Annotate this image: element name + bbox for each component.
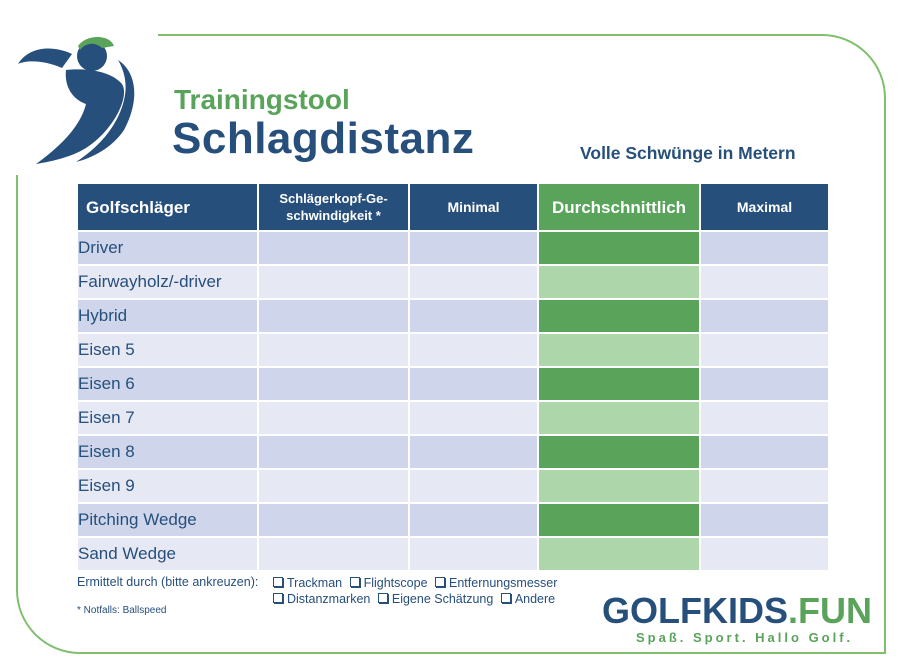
speed-cell[interactable]	[257, 468, 410, 504]
club-name: Hybrid	[76, 298, 259, 334]
club-name: Eisen 9	[76, 468, 259, 504]
option-distanzmarken[interactable]: Distanzmarken	[273, 592, 370, 606]
column-header-durchschnittlich: Durchschnittlich	[537, 182, 701, 232]
header-row: Golfschläger Schlägerkopf-Ge-schwindigke…	[76, 182, 830, 232]
distance-table: Golfschläger Schlägerkopf-Ge-schwindigke…	[76, 182, 830, 572]
speed-cell[interactable]	[257, 434, 410, 470]
maximal-cell[interactable]	[699, 502, 830, 538]
option-eigene-schaetzung[interactable]: Eigene Schätzung	[377, 592, 494, 606]
method-options-line-1: Trackman Flightscope Entfernungsmesser	[273, 575, 561, 591]
maximal-cell[interactable]	[699, 536, 830, 572]
average-cell[interactable]	[537, 536, 701, 572]
option-entfernungsmesser[interactable]: Entfernungsmesser	[435, 576, 557, 590]
average-cell[interactable]	[537, 298, 701, 334]
minimal-cell[interactable]	[408, 536, 539, 572]
club-name: Pitching Wedge	[76, 502, 259, 538]
speed-cell[interactable]	[257, 502, 410, 538]
club-name: Driver	[76, 230, 259, 266]
minimal-cell[interactable]	[408, 434, 539, 470]
minimal-cell[interactable]	[408, 502, 539, 538]
method-options: Trackman Flightscope Entfernungsmesser D…	[273, 575, 561, 607]
method-label: Ermittelt durch (bitte ankreuzen):	[77, 575, 259, 589]
minimal-cell[interactable]	[408, 298, 539, 334]
club-name: Sand Wedge	[76, 536, 259, 572]
checkbox-icon[interactable]	[435, 577, 446, 587]
unit-note: Volle Schwünge in Metern	[580, 143, 796, 163]
option-andere[interactable]: Andere	[500, 592, 556, 606]
option-trackman[interactable]: Trackman	[273, 576, 342, 590]
column-header-golfschlaeger: Golfschläger	[76, 182, 259, 232]
maximal-cell[interactable]	[699, 332, 830, 368]
table-row: Eisen 9	[76, 468, 830, 504]
average-cell[interactable]	[537, 400, 701, 436]
club-name: Eisen 5	[76, 332, 259, 368]
golfer-logo-icon	[18, 37, 135, 164]
option-label: Entfernungsmesser	[449, 576, 558, 590]
checkbox-icon[interactable]	[349, 577, 360, 587]
table-row: Pitching Wedge	[76, 502, 830, 538]
brand-domain: .FUN	[788, 590, 872, 631]
average-cell[interactable]	[537, 332, 701, 368]
option-flightscope[interactable]: Flightscope	[349, 576, 428, 590]
option-label: Flightscope	[363, 576, 428, 590]
table-row: Eisen 5	[76, 332, 830, 368]
checkbox-icon[interactable]	[500, 593, 511, 603]
minimal-cell[interactable]	[408, 366, 539, 402]
club-name: Eisen 8	[76, 434, 259, 470]
speed-cell[interactable]	[257, 298, 410, 334]
maximal-cell[interactable]	[699, 400, 830, 436]
maximal-cell[interactable]	[699, 434, 830, 470]
table-row: Eisen 8	[76, 434, 830, 470]
maximal-cell[interactable]	[699, 230, 830, 266]
brand-name: GOLFKIDS	[602, 590, 788, 631]
average-cell[interactable]	[537, 468, 701, 504]
option-label: Eigene Schätzung	[391, 592, 494, 606]
minimal-cell[interactable]	[408, 332, 539, 368]
minimal-cell[interactable]	[408, 264, 539, 300]
column-header-minimal: Minimal	[408, 182, 539, 232]
method-options-line-2: Distanzmarken Eigene Schätzung Andere	[273, 591, 561, 607]
table-row: Fairwayholz/-driver	[76, 264, 830, 300]
club-name: Eisen 7	[76, 400, 259, 436]
minimal-cell[interactable]	[408, 230, 539, 266]
maximal-cell[interactable]	[699, 366, 830, 402]
speed-cell[interactable]	[257, 230, 410, 266]
table-row: Hybrid	[76, 298, 830, 334]
speed-cell[interactable]	[257, 366, 410, 402]
subtitle: Trainingstool	[174, 84, 350, 115]
club-name: Eisen 6	[76, 366, 259, 402]
brand-tagline: Spaß. Sport. Hallo Golf.	[636, 630, 854, 645]
speed-cell[interactable]	[257, 400, 410, 436]
minimal-cell[interactable]	[408, 468, 539, 504]
average-cell[interactable]	[537, 434, 701, 470]
average-cell[interactable]	[537, 264, 701, 300]
maximal-cell[interactable]	[699, 468, 830, 504]
maximal-cell[interactable]	[699, 298, 830, 334]
club-name: Fairwayholz/-driver	[76, 264, 259, 300]
page-title: Schlagdistanz	[172, 114, 475, 163]
brand-logo: GOLFKIDS.FUN	[602, 590, 872, 632]
footnote: * Notfalls: Ballspeed	[77, 605, 167, 616]
option-label: Distanzmarken	[287, 592, 371, 606]
speed-cell[interactable]	[257, 264, 410, 300]
table-row: Sand Wedge	[76, 536, 830, 572]
speed-cell[interactable]	[257, 536, 410, 572]
option-label: Trackman	[287, 576, 343, 590]
average-cell[interactable]	[537, 502, 701, 538]
column-header-maximal: Maximal	[699, 182, 830, 232]
checkbox-icon[interactable]	[377, 593, 388, 603]
table-row: Eisen 6	[76, 366, 830, 402]
average-cell[interactable]	[537, 366, 701, 402]
option-label: Andere	[514, 592, 556, 606]
column-header-speed: Schlägerkopf-Ge-schwindigkeit *	[257, 182, 410, 232]
minimal-cell[interactable]	[408, 400, 539, 436]
checkbox-icon[interactable]	[273, 593, 283, 603]
page-frame	[16, 34, 886, 654]
table-row: Driver	[76, 230, 830, 266]
maximal-cell[interactable]	[699, 264, 830, 300]
average-cell[interactable]	[537, 230, 701, 266]
table-row: Eisen 7	[76, 400, 830, 436]
checkbox-icon[interactable]	[273, 577, 283, 587]
speed-cell[interactable]	[257, 332, 410, 368]
